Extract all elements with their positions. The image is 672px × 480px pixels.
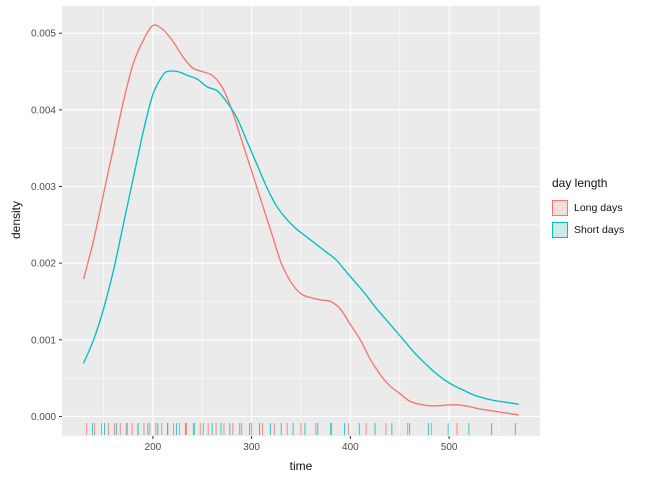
legend-label-long-days: Long days — [574, 202, 623, 214]
legend-key-long-days — [552, 200, 568, 216]
legend-item-long-days: Long days — [552, 199, 624, 217]
y-tick-label: 0.005 — [31, 29, 56, 40]
legend: day length Long days Short days — [552, 176, 624, 243]
x-tick-label: 300 — [243, 442, 260, 453]
legend-key-short-days — [552, 222, 568, 238]
legend-item-short-days: Short days — [552, 221, 624, 239]
density-curve-short-days — [83, 70, 519, 405]
x-tick-label: 200 — [145, 442, 162, 453]
y-tick-label: 0.003 — [31, 182, 56, 193]
y-tick-label: 0.001 — [31, 335, 56, 346]
y-tick-label: 0.004 — [31, 105, 56, 116]
x-axis-title: time — [289, 459, 313, 473]
y-tick-label: 0.000 — [31, 412, 56, 423]
y-axis-title: density — [9, 200, 23, 240]
legend-title: day length — [552, 176, 608, 190]
density-curve-long-days — [83, 24, 519, 416]
x-tick-label: 500 — [441, 442, 458, 453]
x-tick-label: 400 — [342, 442, 359, 453]
legend-label-short-days: Short days — [574, 224, 625, 236]
y-tick-label: 0.002 — [31, 259, 56, 270]
